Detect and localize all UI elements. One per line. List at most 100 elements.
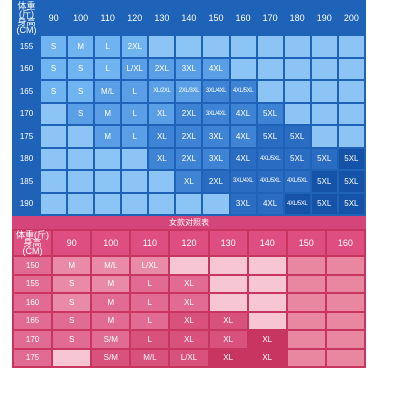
- male-corner-label: 体重(斤) 身高(CM): [14, 2, 39, 35]
- weight-header: 190: [316, 13, 332, 23]
- size-cell: S: [68, 58, 94, 79]
- size-cell: [41, 171, 67, 192]
- weight-header: 170: [262, 13, 278, 23]
- size-cell: [149, 36, 175, 57]
- size-cell: [149, 193, 175, 214]
- table-row: 160 S M L XL: [14, 294, 364, 311]
- size-cell: [68, 171, 94, 192]
- male-size-table: 体重(斤) 身高(CM) 90 100 110 120 130 140 150 160 170 1…: [12, 0, 366, 216]
- height-label: 190: [19, 199, 34, 209]
- height-label: 170: [14, 331, 52, 348]
- size-cell: S: [68, 81, 94, 102]
- size-cell: [209, 294, 247, 311]
- table-row: 170 S S/M L XL XL XL: [14, 331, 364, 348]
- size-cell: 3XL/4XL: [230, 171, 256, 192]
- size-cell: [248, 294, 286, 311]
- height-label: 160: [19, 64, 34, 74]
- size-cell: L/XL: [131, 257, 169, 274]
- size-cell: XL: [149, 103, 175, 124]
- size-cell: [122, 148, 148, 169]
- size-cell: XL: [248, 349, 286, 366]
- size-cell: 3XL: [230, 193, 256, 214]
- size-cell: 5XL: [284, 126, 310, 147]
- size-cell: [203, 36, 229, 57]
- size-cell: [257, 81, 283, 102]
- size-cell: [53, 349, 91, 366]
- size-cell: M: [68, 36, 94, 57]
- female-header-row: 体重(斤) 身高(CM) 90 100 110 120 130 140 150 160: [14, 230, 364, 256]
- size-cell: [338, 58, 364, 79]
- size-cell: [284, 81, 310, 102]
- table-row: 185 XL 2XL 3XL/4XL 4XL/5XL 4XL/5XL 5XL 5XL: [14, 171, 364, 192]
- weight-header: 160: [326, 231, 364, 255]
- weight-header: 90: [48, 13, 59, 23]
- size-cell: M/L: [131, 349, 169, 366]
- corner-height-label: 身高(CM): [16, 17, 37, 35]
- size-cell: 5XL: [284, 148, 310, 169]
- size-cell: [149, 171, 175, 192]
- size-cell: S: [53, 331, 91, 348]
- size-cell: [284, 36, 310, 57]
- weight-header: 90: [53, 231, 91, 255]
- size-cell: S: [41, 58, 67, 79]
- size-cell: S: [53, 294, 91, 311]
- size-cell: L: [95, 58, 121, 79]
- size-cell: 5XL: [338, 148, 364, 169]
- weight-header: 130: [209, 231, 247, 255]
- size-cell: 3XL: [203, 126, 229, 147]
- height-label: 170: [19, 109, 34, 119]
- size-cell: 3XL/4XL: [203, 81, 229, 102]
- size-cell: [257, 58, 283, 79]
- height-label: 175: [19, 131, 34, 141]
- size-cell: XL: [170, 312, 208, 329]
- size-cell: [41, 148, 67, 169]
- size-cell: L: [122, 103, 148, 124]
- size-cell: [287, 349, 325, 366]
- height-label: 175: [14, 349, 52, 366]
- size-cell: 5XL: [338, 171, 364, 192]
- size-cell: [338, 103, 364, 124]
- size-cell: [287, 331, 325, 348]
- size-cell: 2XL/3XL: [176, 81, 202, 102]
- size-cell: S: [53, 312, 91, 329]
- size-cell: [230, 36, 256, 57]
- size-cell: 3XL: [203, 148, 229, 169]
- size-cell: [287, 294, 325, 311]
- weight-header: 160: [235, 13, 251, 23]
- size-cell: [326, 294, 364, 311]
- corner-weight-label: 体重(斤): [16, 230, 50, 240]
- table-row: 155 S M L 2XL: [14, 36, 364, 57]
- female-size-chart: 女款对照表 体重(斤) 身高(CM) 90 100 110 120 130 140 150 1…: [12, 216, 366, 368]
- size-cell: S: [53, 275, 91, 292]
- size-cell: S: [41, 36, 67, 57]
- size-cell: [170, 257, 208, 274]
- height-label: 165: [19, 86, 34, 96]
- height-label: 150: [14, 257, 52, 274]
- table-row: 160 S S L L/XL 2XL 3XL 4XL: [14, 58, 364, 79]
- weight-header: 130: [154, 13, 170, 23]
- size-cell: [338, 126, 364, 147]
- size-cell: [257, 36, 283, 57]
- male-size-chart: 体重(斤) 身高(CM) 90 100 110 120 130 140 150 160 170 1…: [12, 0, 366, 216]
- size-cell: [326, 331, 364, 348]
- size-cell: L/XL: [122, 58, 148, 79]
- size-cell: M: [92, 294, 130, 311]
- size-cell: 2XL: [149, 58, 175, 79]
- size-cell: 4XL/5XL: [257, 171, 283, 192]
- size-cell: 4XL: [230, 103, 256, 124]
- size-cell: [95, 193, 121, 214]
- size-cell: 5XL: [311, 193, 337, 214]
- size-cell: XL: [209, 312, 247, 329]
- size-cell: [41, 126, 67, 147]
- table-row: 170 S M L XL 2XL 3XL/4XL 4XL 5XL: [14, 103, 364, 124]
- size-cell: XL: [248, 331, 286, 348]
- size-cell: XL: [170, 275, 208, 292]
- size-cell: L: [122, 81, 148, 102]
- size-cell: 4XL/5XL: [257, 148, 283, 169]
- size-cell: [311, 58, 337, 79]
- table-row: 150 M M/L L/XL: [14, 257, 364, 274]
- size-cell: 2XL: [122, 36, 148, 57]
- weight-header: 140: [248, 231, 286, 255]
- size-cell: M: [92, 275, 130, 292]
- size-cell: [311, 126, 337, 147]
